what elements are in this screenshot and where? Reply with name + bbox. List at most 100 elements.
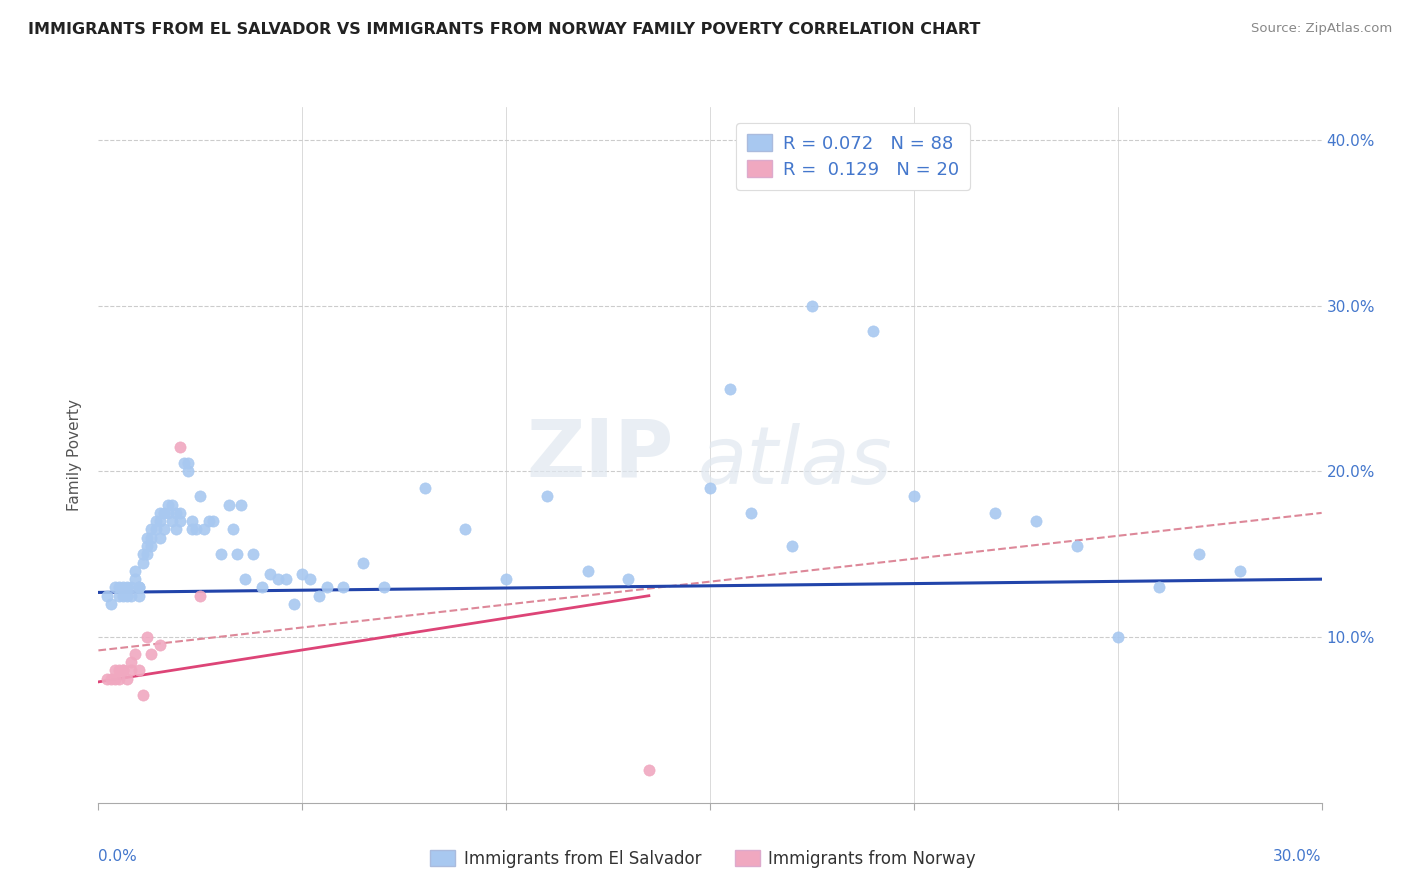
Point bbox=[274, 572, 297, 586]
Point bbox=[454, 523, 477, 537]
Point bbox=[222, 523, 245, 537]
Point bbox=[169, 506, 191, 520]
Point bbox=[862, 324, 884, 338]
Text: atlas: atlas bbox=[697, 423, 893, 501]
Point bbox=[780, 539, 803, 553]
Point bbox=[209, 547, 232, 561]
Point bbox=[141, 647, 163, 661]
Point bbox=[165, 523, 187, 537]
Point bbox=[638, 763, 661, 777]
Point bbox=[124, 572, 146, 586]
Point bbox=[120, 581, 142, 595]
Point bbox=[226, 547, 249, 561]
Point bbox=[495, 572, 517, 586]
Point bbox=[231, 498, 253, 512]
Point bbox=[801, 299, 824, 313]
Point bbox=[181, 514, 204, 528]
Point bbox=[181, 523, 204, 537]
Point bbox=[308, 589, 330, 603]
Point bbox=[108, 581, 131, 595]
Point bbox=[259, 567, 281, 582]
Point bbox=[315, 581, 337, 595]
Point bbox=[141, 523, 163, 537]
Point bbox=[136, 630, 159, 644]
Point bbox=[111, 663, 134, 677]
Point bbox=[100, 672, 122, 686]
Point bbox=[104, 672, 127, 686]
Point bbox=[128, 581, 150, 595]
Y-axis label: Family Poverty: Family Poverty bbox=[67, 399, 83, 511]
Point bbox=[250, 581, 273, 595]
Point bbox=[128, 589, 150, 603]
Point bbox=[100, 597, 122, 611]
Point bbox=[188, 589, 212, 603]
Point bbox=[149, 514, 172, 528]
Point bbox=[108, 589, 131, 603]
Point bbox=[149, 639, 172, 653]
Point bbox=[132, 547, 155, 561]
Point bbox=[413, 481, 436, 495]
Point bbox=[160, 514, 183, 528]
Point bbox=[111, 581, 134, 595]
Point bbox=[128, 663, 150, 677]
Point bbox=[173, 456, 195, 470]
Point bbox=[108, 672, 131, 686]
Point bbox=[115, 672, 138, 686]
Point bbox=[136, 539, 159, 553]
Point bbox=[242, 547, 264, 561]
Point bbox=[233, 572, 256, 586]
Point bbox=[1188, 547, 1211, 561]
Point bbox=[299, 572, 322, 586]
Point bbox=[193, 523, 215, 537]
Point bbox=[149, 506, 172, 520]
Point bbox=[984, 506, 1007, 520]
Point bbox=[132, 556, 155, 570]
Point bbox=[124, 564, 146, 578]
Point bbox=[156, 506, 179, 520]
Legend: R = 0.072   N = 88, R =  0.129   N = 20: R = 0.072 N = 88, R = 0.129 N = 20 bbox=[737, 123, 970, 189]
Text: 30.0%: 30.0% bbox=[1274, 849, 1322, 864]
Point bbox=[201, 514, 224, 528]
Point bbox=[128, 581, 150, 595]
Point bbox=[283, 597, 305, 611]
Point bbox=[156, 498, 179, 512]
Point bbox=[104, 663, 127, 677]
Point bbox=[1229, 564, 1251, 578]
Point bbox=[740, 506, 762, 520]
Point bbox=[152, 523, 174, 537]
Point bbox=[145, 523, 167, 537]
Point bbox=[160, 498, 183, 512]
Point bbox=[120, 655, 142, 669]
Text: ZIP: ZIP bbox=[526, 416, 673, 494]
Point bbox=[267, 572, 290, 586]
Point bbox=[1107, 630, 1129, 644]
Point bbox=[120, 589, 142, 603]
Point bbox=[115, 581, 138, 595]
Legend: Immigrants from El Salvador, Immigrants from Norway: Immigrants from El Salvador, Immigrants … bbox=[423, 844, 983, 875]
Point bbox=[111, 663, 134, 677]
Point bbox=[188, 489, 212, 503]
Text: 0.0%: 0.0% bbox=[98, 849, 138, 864]
Point bbox=[197, 514, 219, 528]
Point bbox=[96, 672, 118, 686]
Point bbox=[186, 523, 208, 537]
Point bbox=[104, 581, 127, 595]
Point bbox=[141, 539, 163, 553]
Point bbox=[720, 382, 742, 396]
Point bbox=[115, 589, 138, 603]
Point bbox=[373, 581, 395, 595]
Point bbox=[903, 489, 925, 503]
Point bbox=[111, 589, 134, 603]
Point bbox=[141, 531, 163, 545]
Point bbox=[152, 506, 174, 520]
Point bbox=[108, 663, 131, 677]
Point bbox=[136, 531, 159, 545]
Text: IMMIGRANTS FROM EL SALVADOR VS IMMIGRANTS FROM NORWAY FAMILY POVERTY CORRELATION: IMMIGRANTS FROM EL SALVADOR VS IMMIGRANT… bbox=[28, 22, 980, 37]
Point bbox=[149, 531, 172, 545]
Point bbox=[1025, 514, 1047, 528]
Point bbox=[1147, 581, 1170, 595]
Point bbox=[332, 581, 354, 595]
Point bbox=[165, 506, 187, 520]
Point bbox=[145, 514, 167, 528]
Point bbox=[120, 663, 142, 677]
